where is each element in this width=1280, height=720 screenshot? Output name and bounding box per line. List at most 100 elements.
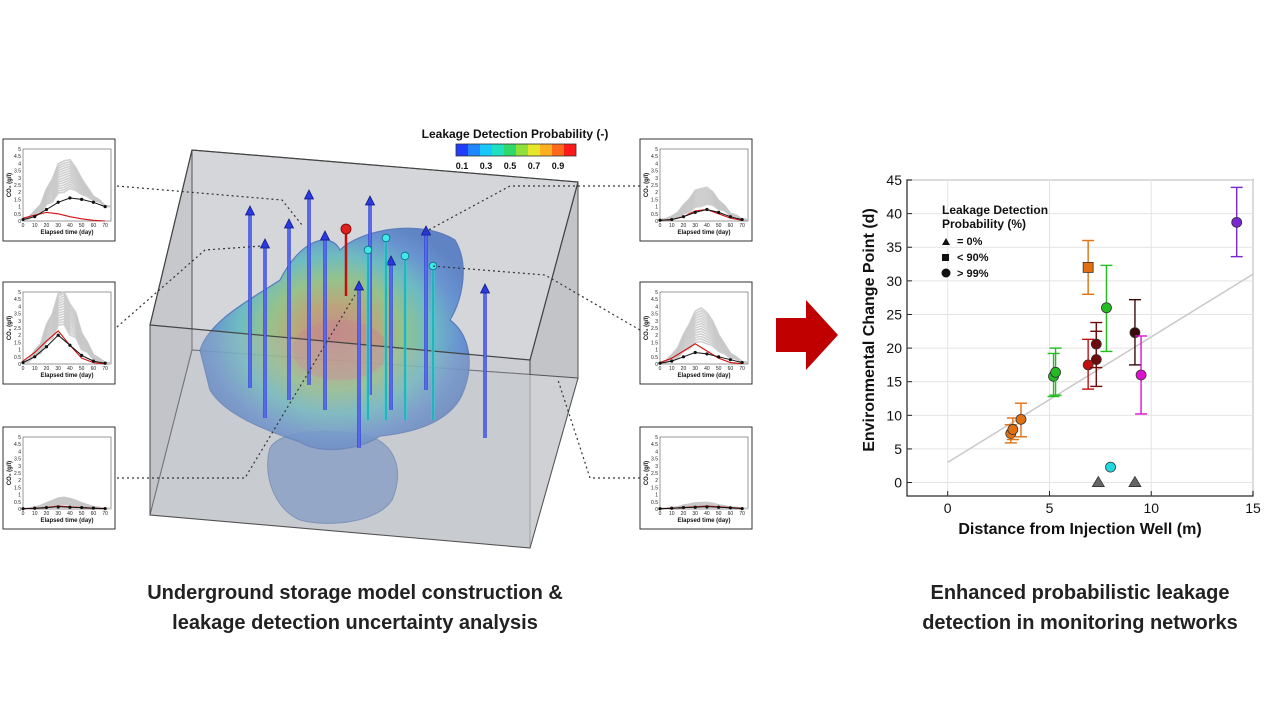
flow-arrow	[776, 300, 838, 370]
mini-chart-ytick: 4	[18, 449, 21, 455]
mini-chart-ytick: 0	[18, 219, 21, 225]
well-marker	[259, 238, 271, 249]
mini-chart-ytick: 4.5	[651, 297, 658, 303]
mini-chart-ytick: 1	[655, 205, 658, 211]
data-point	[1231, 216, 1243, 228]
mini-chart-ytick: 2	[655, 478, 658, 484]
mini-chart-ytick: 1	[18, 348, 21, 354]
mini-chart-xtick: 20	[44, 366, 50, 372]
caption-left: Underground storage model construction &…	[70, 578, 640, 638]
mini-chart-ytick: 0	[655, 362, 658, 368]
mini-chart-point	[21, 360, 25, 365]
mini-chart-point	[658, 361, 662, 365]
monitoring-well	[381, 233, 391, 420]
y-tick-label: 40	[886, 206, 902, 222]
colorbar-tick-label: 0.3	[480, 161, 493, 171]
mini-chart-point	[658, 218, 662, 222]
mini-chart-xtick: 60	[91, 511, 97, 517]
mini-chart-ylabel: CO₂ (g/l)	[644, 461, 650, 485]
mini-chart-point	[717, 210, 721, 214]
mini-chart-xtick: 40	[67, 223, 73, 229]
mini-chart-point	[670, 217, 674, 222]
monitoring-well	[400, 251, 410, 420]
mini-chart-point	[68, 505, 72, 509]
mini-chart-xtick: 20	[44, 511, 50, 517]
mini-chart-xtick: 0	[22, 223, 25, 229]
storage-model-3d	[149, 149, 579, 549]
mini-chart-xtick: 70	[739, 511, 745, 517]
mini-chart-point	[740, 360, 744, 365]
mini-chart-xtick: 50	[716, 511, 722, 517]
data-point-group	[1091, 475, 1106, 487]
mini-chart-ytick: 3	[18, 176, 21, 182]
mini-chart-ytick: 1.5	[14, 340, 21, 346]
mini-chart-ytick: 3.5	[651, 457, 658, 463]
colorbar-tick-label: 0.5	[504, 161, 517, 171]
mini-chart-ylabel: CO₂ (g/l)	[644, 173, 650, 197]
colorbar-cell	[480, 144, 492, 156]
mini-chart-xtick: 10	[32, 366, 38, 372]
mini-chart-ytick: 4.5	[14, 154, 21, 160]
connector-line	[431, 265, 641, 331]
mini-chart-point	[740, 506, 744, 511]
legend-triangle-marker	[942, 238, 950, 245]
mini-chart-point	[33, 215, 37, 219]
monitoring-well	[303, 189, 315, 385]
mini-chart-ytick: 2.5	[651, 471, 658, 477]
mini-chart-point	[33, 506, 37, 510]
mini-chart-ytick: 5	[18, 290, 21, 296]
mini-chart-point	[44, 345, 49, 349]
y-tick-label: 45	[886, 172, 902, 188]
monitoring-well	[244, 205, 256, 388]
mini-chart-ytick: 3	[655, 464, 658, 470]
mini-chart-point	[658, 507, 662, 511]
colorbar-tick-label: 0.1	[456, 161, 469, 171]
mini-chart-point	[56, 200, 60, 204]
colorbar-cell	[552, 144, 564, 156]
data-point-group	[1082, 239, 1095, 295]
mini-chart-xtick: 70	[102, 366, 108, 372]
mini-chart-point	[670, 506, 674, 510]
mini-chart-point	[693, 350, 697, 355]
mini-chart-xtick: 30	[692, 366, 698, 372]
mini-chart-xlabel: Elapsed time (day)	[677, 518, 730, 524]
well-marker	[400, 251, 410, 261]
y-tick-label: 15	[886, 374, 902, 390]
data-point-group	[1105, 461, 1116, 473]
mini-chart-xtick: 20	[44, 223, 50, 229]
mini-chart-ytick: 3.5	[651, 169, 658, 175]
mini-chart-point	[33, 355, 37, 359]
mini-chart-point	[80, 197, 84, 201]
mini-chart-ytick: 2.5	[14, 471, 21, 477]
mini-chart-point	[91, 359, 95, 363]
well-marker	[428, 261, 438, 271]
mini-chart-ytick: 5	[655, 290, 658, 296]
colorbar-cell	[468, 144, 480, 156]
mini-chart-ytick: 0	[18, 507, 21, 513]
mini-chart-ytick: 5	[18, 147, 21, 153]
mini-chart-xtick: 40	[67, 366, 73, 372]
mini-chart-xtick: 40	[67, 511, 73, 517]
mini-chart-ytick: 2.5	[14, 326, 21, 332]
mini-chart-point	[717, 355, 721, 359]
data-point-group	[1135, 335, 1148, 415]
data-point	[1091, 475, 1106, 487]
legend-title-line2: Probability (%)	[942, 217, 1026, 231]
mini-chart-point	[68, 343, 72, 347]
mini-chart-ytick: 1	[655, 493, 658, 499]
mini-chart-ytick: 4	[655, 449, 658, 455]
well-marker	[319, 230, 331, 241]
mini-chart-xtick: 0	[22, 511, 25, 517]
data-point	[1090, 338, 1102, 350]
connector-line	[557, 379, 640, 479]
mini-chart-xtick: 60	[91, 366, 97, 372]
mini-chart-xtick: 10	[32, 511, 38, 517]
mini-chart-xtick: 0	[659, 366, 662, 372]
mini-chart-ytick: 0	[655, 219, 658, 225]
caption-left-line1: Underground storage model construction &	[147, 582, 563, 604]
mini-chart-ytick: 1.5	[651, 340, 658, 346]
mini-chart-ytick: 1.5	[14, 485, 21, 491]
y-tick-label: 5	[894, 441, 902, 457]
mini-chart-point	[728, 506, 733, 510]
